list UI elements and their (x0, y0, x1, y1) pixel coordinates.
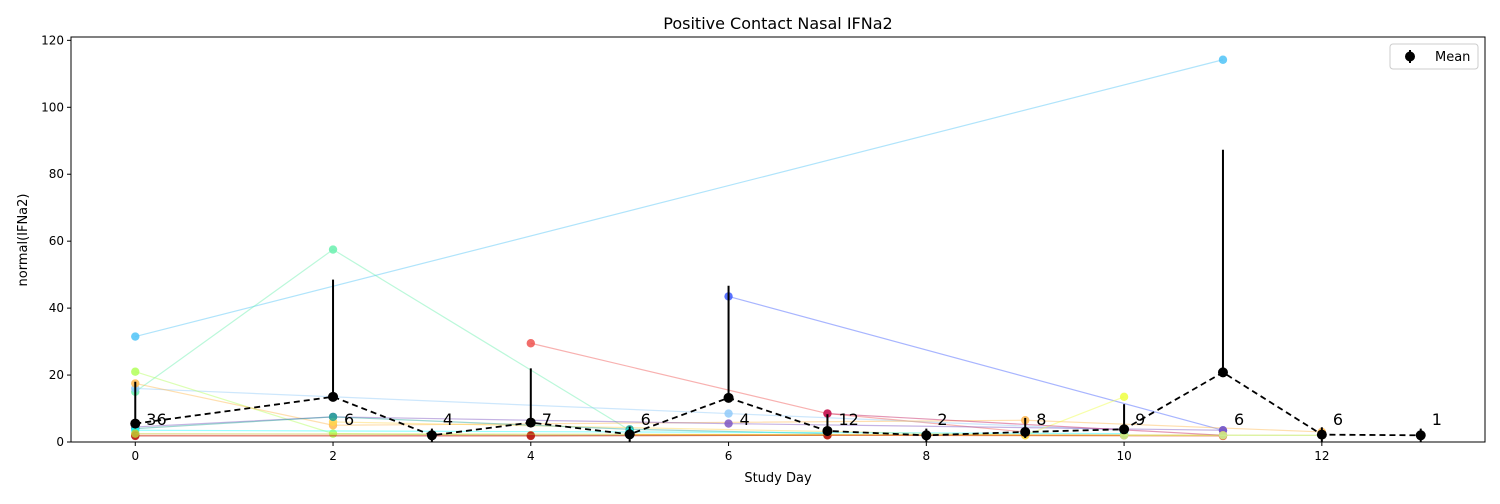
count-label: 36 (146, 410, 166, 429)
count-label: 12 (838, 410, 858, 429)
mean-point (1020, 426, 1031, 437)
mean-point (1119, 424, 1130, 435)
count-label: 6 (1234, 410, 1244, 429)
subject-series-line (728, 295, 1224, 431)
subject-point (328, 429, 338, 438)
x-axis-label: Study Day (744, 471, 812, 486)
legend-frame (1389, 43, 1479, 70)
mean-point (426, 430, 437, 441)
mean-point (1316, 429, 1327, 440)
subject-series-line (134, 248, 630, 431)
mean-point (525, 417, 536, 428)
legend-marker (1405, 51, 1415, 62)
subject-series-line (135, 387, 1125, 431)
legend: Mean (1389, 43, 1479, 70)
y-tick-label: 120 (41, 33, 64, 47)
subject-point (724, 409, 733, 418)
y-tick-label: 0 (56, 435, 64, 449)
subject-point (131, 367, 140, 376)
y-tick-label: 80 (49, 167, 64, 181)
chart-title: Positive Contact Nasal IFNa2 (663, 14, 892, 33)
x-tick-label: 0 (131, 449, 139, 463)
mean-point (921, 430, 932, 441)
y-tick-label: 20 (49, 368, 64, 382)
count-labels-group: 36 6 4 7 6 4 12 2 8 9 6 6 1 (146, 410, 1442, 429)
x-tick-label: 10 (1116, 449, 1131, 463)
mean-point (328, 391, 339, 402)
x-tick-label: 4 (527, 449, 535, 463)
mean-series-line (135, 371, 1421, 437)
x-tick-label: 2 (329, 449, 337, 463)
mean-point (1217, 367, 1228, 378)
subject-point (1119, 392, 1129, 402)
mean-series-group (130, 149, 1426, 442)
legend-label: Mean (1435, 50, 1470, 65)
count-label: 6 (1333, 410, 1343, 429)
subject-series-line (135, 59, 1224, 338)
y-tick-label: 40 (49, 301, 64, 315)
y-axis-label: normal(IFNa2) (16, 194, 31, 287)
y-tick-label: 60 (49, 234, 64, 248)
mean-point (822, 425, 833, 436)
x-tick-label: 8 (923, 449, 931, 463)
subject-point (823, 409, 832, 418)
count-label: 8 (1036, 410, 1046, 429)
subject-point (131, 429, 140, 438)
mean-point (624, 429, 635, 440)
count-label: 6 (344, 410, 354, 429)
count-label: 4 (443, 410, 453, 429)
count-label: 1 (1432, 410, 1442, 429)
count-label: 2 (937, 410, 947, 429)
count-label: 4 (740, 410, 750, 429)
x-tick-label: 12 (1314, 449, 1329, 463)
count-label: 6 (641, 410, 651, 429)
subject-point (724, 419, 733, 428)
count-label: 7 (542, 410, 552, 429)
subject-point (328, 245, 338, 254)
plot-frame (70, 36, 1486, 443)
y-tick-label: 100 (41, 100, 64, 114)
mean-point (130, 418, 141, 429)
x-tick-label: 6 (725, 449, 733, 463)
subject-series-line (1024, 396, 1125, 436)
subject-point (131, 332, 140, 341)
mean-point (723, 392, 734, 403)
subject-series-line (135, 382, 1322, 433)
subject-series-line (333, 421, 1026, 436)
subject-point (1218, 431, 1228, 440)
mean-point (1415, 430, 1426, 441)
subject-point (526, 431, 535, 441)
subject-series-line (135, 416, 828, 435)
count-label: 9 (1135, 410, 1145, 429)
subject-point (1218, 55, 1228, 64)
subject-point (526, 339, 535, 348)
subject-series-line (135, 434, 1125, 437)
subject-point (328, 412, 338, 422)
